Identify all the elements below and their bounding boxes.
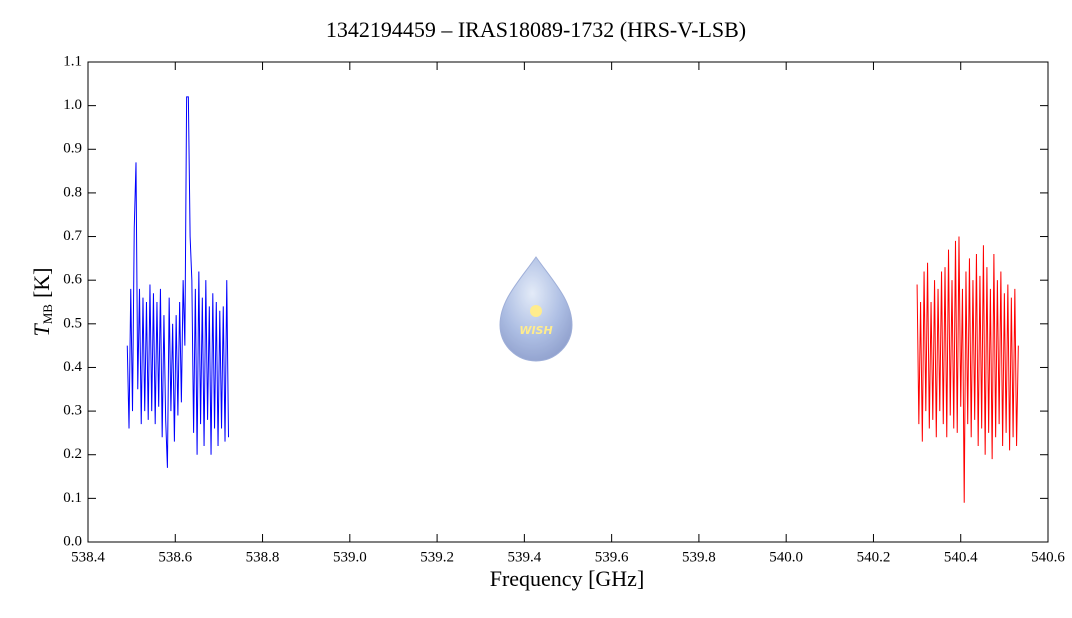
x-tick-label: 540.2: [857, 549, 891, 565]
y-tick-label: 0.7: [63, 228, 82, 244]
y-tick-label: 0.5: [63, 315, 82, 331]
x-tick-label: 539.0: [333, 549, 367, 565]
x-tick-label: 538.6: [158, 549, 192, 565]
watermark-logo: WISH: [499, 256, 573, 362]
y-label-symbol: T: [29, 323, 54, 337]
x-tick-label: 539.8: [682, 549, 716, 565]
y-tick-label: 0.3: [63, 403, 82, 419]
x-tick-label: 539.6: [595, 549, 629, 565]
chart-title: 1342194459 – IRAS18089-1732 (HRS-V-LSB): [326, 17, 746, 42]
y-tick-label: 1.0: [63, 97, 82, 113]
x-tick-label: 539.2: [420, 549, 454, 565]
plot-frame: [87, 61, 1049, 543]
y-tick-label: 0.6: [63, 272, 82, 288]
x-tick-label: 538.8: [246, 549, 280, 565]
x-axis-label: Frequency [GHz]: [490, 566, 645, 591]
y-tick-label: 0.9: [63, 141, 82, 157]
y-tick-label: 0.1: [63, 490, 82, 506]
x-tick-label: 538.4: [71, 549, 105, 565]
y-tick-label: 0.8: [63, 184, 82, 200]
y-tick-label: 0.4: [63, 359, 82, 375]
y-axis-label: TMB [K]: [29, 267, 55, 336]
logo-text: WISH: [519, 324, 552, 337]
spectrum-line: [916, 236, 1019, 503]
x-tick-label: 540.4: [944, 549, 978, 565]
logo-star: [530, 305, 542, 317]
spectrum-line: [126, 96, 230, 468]
y-label-subscript: MB: [40, 304, 55, 325]
y-tick-label: 0.0: [63, 533, 82, 549]
x-tick-label: 540.6: [1031, 549, 1065, 565]
y-tick-label: 0.2: [63, 446, 82, 462]
y-label-unit: [K]: [29, 267, 54, 298]
x-tick-label: 539.4: [507, 549, 541, 565]
x-tick-label: 540.0: [769, 549, 803, 565]
y-tick-label: 1.1: [63, 53, 82, 69]
